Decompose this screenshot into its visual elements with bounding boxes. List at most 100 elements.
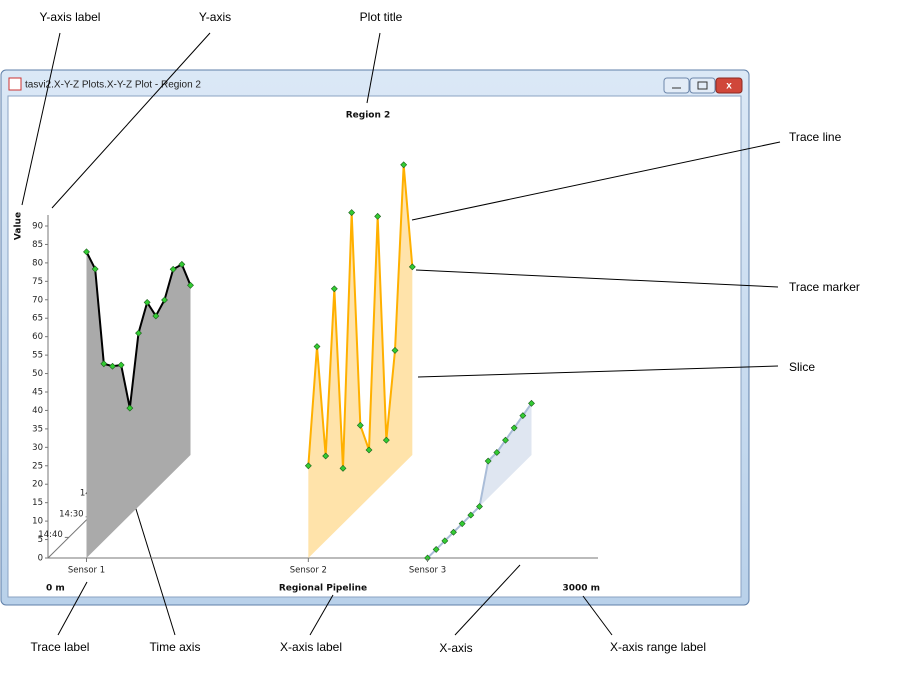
close-glyph: x xyxy=(726,81,732,92)
trace-marker xyxy=(330,285,338,293)
trace-marker xyxy=(169,265,177,273)
leader xyxy=(415,269,779,288)
annotation: Trace label xyxy=(31,640,90,654)
trace-marker xyxy=(100,360,108,368)
leader xyxy=(51,32,211,209)
trace-marker xyxy=(322,452,330,460)
y-tick-label: 5 xyxy=(38,535,43,545)
annotation: Slice xyxy=(789,360,815,374)
trace-marker xyxy=(356,421,364,429)
trace-marker xyxy=(91,265,99,273)
app-icon xyxy=(8,77,22,91)
leader xyxy=(57,581,88,636)
trace-marker xyxy=(432,545,440,553)
x-axis-label: Regional Pipeline xyxy=(279,584,367,594)
trace-marker xyxy=(143,298,151,306)
maximize-button[interactable] xyxy=(689,77,716,94)
trace-marker xyxy=(408,263,416,271)
y-tick-label: 35 xyxy=(32,424,43,434)
y-tick-label: 90 xyxy=(32,222,43,232)
slice xyxy=(86,251,191,559)
trace-marker xyxy=(493,449,501,456)
trace-marker xyxy=(441,537,449,545)
trace-marker xyxy=(313,343,321,350)
leader xyxy=(411,141,781,221)
annotation: Y-axis label xyxy=(40,10,101,24)
y-tick-label: 85 xyxy=(32,240,43,250)
trace-label: Sensor 1 xyxy=(68,566,105,576)
trace-marker xyxy=(382,436,390,444)
x-range-label: 3000 m xyxy=(562,584,600,594)
y-tick-label: 55 xyxy=(32,351,43,361)
leader xyxy=(309,594,334,636)
y-tick-label: 25 xyxy=(32,461,43,471)
annotation: X-axis xyxy=(439,641,472,655)
trace-marker xyxy=(135,329,142,337)
trace-marker xyxy=(187,281,194,289)
annotation: Time axis xyxy=(150,640,201,654)
trace-label: Sensor 3 xyxy=(409,566,446,576)
leader xyxy=(454,564,521,636)
time-tick-label: 14:40 xyxy=(38,530,63,540)
y-tick-label: 75 xyxy=(32,277,43,287)
plot-title: Region 2 xyxy=(346,111,391,121)
y-axis-label: Value xyxy=(14,212,24,240)
trace-marker xyxy=(450,528,457,536)
maximize-glyph xyxy=(697,81,708,90)
trace-marker xyxy=(374,212,382,220)
trace-marker xyxy=(400,161,408,169)
trace-label: Sensor 2 xyxy=(290,566,327,576)
trace-marker xyxy=(348,209,356,217)
trace-marker xyxy=(365,446,373,454)
trace-marker xyxy=(519,412,527,420)
trace-marker xyxy=(502,436,509,444)
annotation: Y-axis xyxy=(199,10,231,24)
minimize-button[interactable] xyxy=(663,77,690,94)
trace-marker xyxy=(510,424,518,432)
slice xyxy=(308,164,413,559)
trace-marker xyxy=(467,511,475,519)
y-tick-label: 15 xyxy=(32,498,43,508)
y-tick-label: 10 xyxy=(32,517,43,527)
annotation: X-axis label xyxy=(280,640,342,654)
leader xyxy=(417,365,779,378)
time-tick-label: 14:30 xyxy=(59,509,84,519)
leader xyxy=(582,595,613,636)
close-button[interactable] xyxy=(715,77,743,94)
trace-marker xyxy=(528,399,535,407)
annotations: Y-axis label Y-axis Plot title Trace lin… xyxy=(21,10,860,655)
trace-marker xyxy=(476,503,483,510)
y-tick-label: 45 xyxy=(32,388,43,398)
trace-marker xyxy=(152,312,160,320)
y-tick-label: 70 xyxy=(32,295,43,305)
x-range-label: 0 m xyxy=(46,584,65,594)
trace-marker xyxy=(304,462,312,470)
y-tick-label: 0 xyxy=(38,554,43,564)
trace-marker xyxy=(339,464,347,472)
y-tick-label: 40 xyxy=(32,406,43,416)
trace-marker xyxy=(178,260,186,268)
leader xyxy=(366,32,381,104)
y-tick-label: 60 xyxy=(32,332,43,342)
annotation: Trace line xyxy=(789,130,842,144)
y-tick-label: 65 xyxy=(32,314,43,324)
y-tick-label: 50 xyxy=(32,369,43,379)
trace-marker xyxy=(117,361,125,369)
annotation: Trace marker xyxy=(789,280,860,294)
y-tick-label: 30 xyxy=(32,443,43,453)
annotation: X-axis range label xyxy=(610,640,706,654)
annotation: Plot title xyxy=(360,10,403,24)
leader xyxy=(21,32,61,206)
trace-marker xyxy=(83,248,90,256)
trace-marker xyxy=(458,520,466,528)
trace-marker xyxy=(109,362,116,370)
window-title: tasvi2.X-Y-Z Plots.X-Y-Z Plot - Region 2 xyxy=(25,80,201,91)
trace-marker xyxy=(484,457,492,465)
trace-marker xyxy=(126,404,134,412)
trace-marker xyxy=(391,347,399,354)
y-tick-label: 20 xyxy=(32,480,43,490)
y-tick-label: 80 xyxy=(32,258,43,268)
trace-marker xyxy=(161,296,168,304)
